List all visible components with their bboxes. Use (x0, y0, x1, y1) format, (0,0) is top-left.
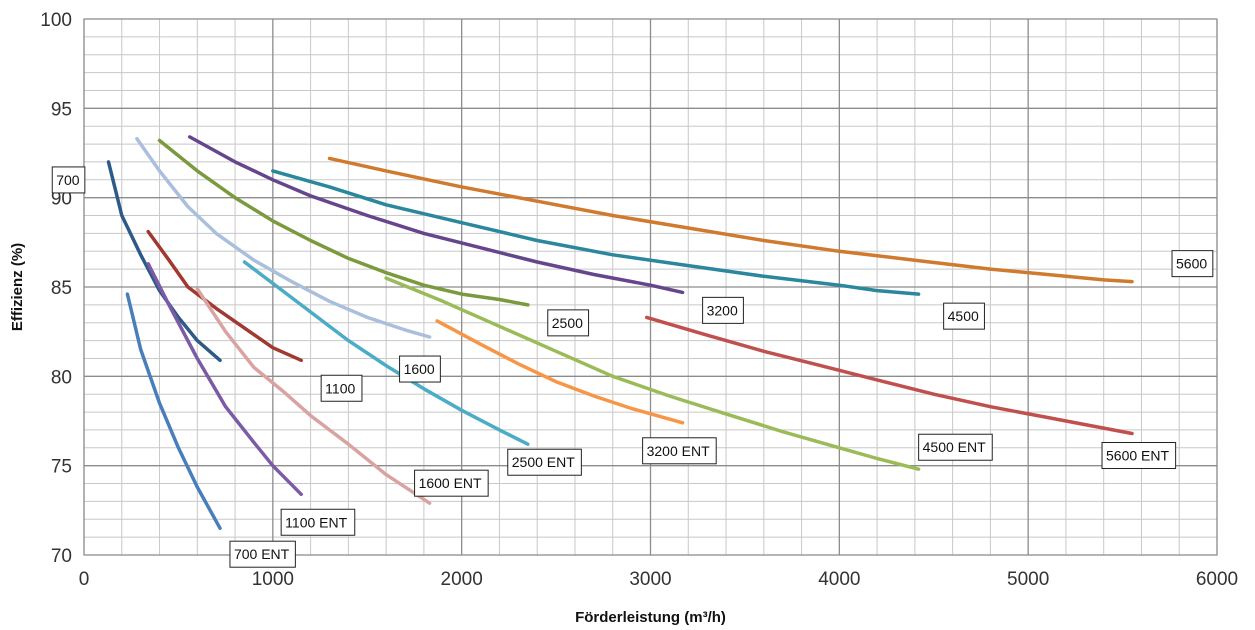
series-line-4500-ent (384, 276, 921, 471)
series-label-text: 4500 ENT (923, 439, 986, 455)
series-line-700-ent (125, 292, 222, 530)
series-label-box (547, 309, 590, 337)
y-axis-tick-labels: 70 75 80 85 90 95 100 (40, 10, 72, 567)
series-line-5600 (327, 156, 1134, 284)
y-axis-title: Effizienz (%) (9, 243, 26, 331)
series-label-box (702, 296, 744, 324)
y-tick-label: 80 (51, 367, 72, 388)
y-tick-label: 75 (51, 457, 72, 478)
series-label-700-ent: 700 ENT (229, 540, 296, 568)
series-label-4500: 4500 (943, 302, 985, 330)
series-line-3200-ent (435, 319, 685, 425)
series-label-box (280, 508, 356, 536)
series-label-box (320, 374, 363, 402)
series-label-text: 1600 ENT (419, 475, 482, 491)
series-label-box (507, 448, 582, 476)
series-line-1100-ent (146, 262, 303, 497)
series-label-4500-ent: 4500 ENT (918, 433, 993, 461)
series-line-3200 (187, 135, 685, 295)
series-line-5600-ent (644, 315, 1134, 436)
y-tick-label: 85 (51, 278, 72, 299)
x-axis-title: Förderleistung (m³/h) (575, 609, 726, 626)
series-label-2500-ent: 2500 ENT (507, 448, 582, 476)
series-label-3200-ent: 3200 ENT (642, 437, 717, 465)
x-tick-label: 0 (79, 569, 90, 590)
y-tick-label: 100 (40, 10, 72, 31)
series-line-2500-ent (242, 260, 530, 446)
series-label-text: 700 (56, 172, 80, 188)
series-label-box (399, 355, 441, 383)
series-line-1100 (146, 229, 303, 363)
series-label-text: 5600 (1176, 256, 1207, 272)
series-label-5600: 5600 (1171, 250, 1214, 278)
series-label-text: 3200 ENT (647, 443, 710, 459)
series-label-text: 2500 (552, 315, 583, 331)
series-label-1100-ent: 1100 ENT (280, 508, 356, 536)
series-line-1600-ent (195, 287, 432, 505)
plot-area-frame (83, 18, 1218, 556)
x-tick-label: 3000 (629, 569, 671, 590)
series-label-2500: 2500 (547, 309, 590, 337)
series-label-text: 1100 ENT (285, 514, 347, 530)
series-label-3200: 3200 (702, 296, 744, 324)
x-tick-label: 4000 (818, 569, 860, 590)
y-tick-label: 70 (51, 546, 72, 567)
series-label-box (229, 540, 296, 568)
x-tick-label: 1000 (252, 569, 294, 590)
series-line-2500 (157, 138, 530, 307)
y-tick-label: 90 (51, 189, 72, 210)
series-label-box (1101, 442, 1177, 470)
x-tick-label: 5000 (1007, 569, 1049, 590)
series-label-text: 3200 (707, 302, 738, 318)
x-axis-tick-labels: 0 1000 2000 3000 4000 5000 6000 (79, 569, 1238, 590)
series-label-1600-ent: 1600 ENT (414, 469, 489, 497)
series-line-700 (106, 160, 222, 363)
series-label-box (918, 433, 993, 461)
series-line-4500 (271, 169, 921, 296)
series-label-5600-ent: 5600 ENT (1101, 442, 1177, 470)
series-label-box (414, 469, 489, 497)
x-tick-label: 6000 (1196, 569, 1238, 590)
y-tick-label: 95 (51, 99, 72, 120)
series-label-box (1171, 250, 1214, 278)
series-label-1600: 1600 (399, 355, 441, 383)
series-label-text: 4500 (948, 308, 979, 324)
series-label-box (51, 166, 86, 194)
series-label-box (943, 302, 985, 330)
series-lines (106, 135, 1134, 530)
series-label-text: 2500 ENT (512, 454, 575, 470)
series-label-text: 5600 ENT (1106, 448, 1169, 464)
major-gridlines (83, 18, 1218, 556)
series-line-1600 (135, 136, 432, 339)
series-label-text: 1600 (404, 361, 435, 377)
series-label-text: 1100 (325, 380, 355, 396)
series-label-1100: 1100 (320, 374, 363, 402)
series-label-700: 700 (51, 166, 86, 194)
series-label-box (642, 437, 717, 465)
series-label-text: 700 ENT (234, 546, 290, 562)
x-tick-label: 2000 (441, 569, 483, 590)
series-labels: 700 700 ENT 1100 1100 ENT 1600 1600 ENT 2500 25… (51, 166, 1214, 568)
